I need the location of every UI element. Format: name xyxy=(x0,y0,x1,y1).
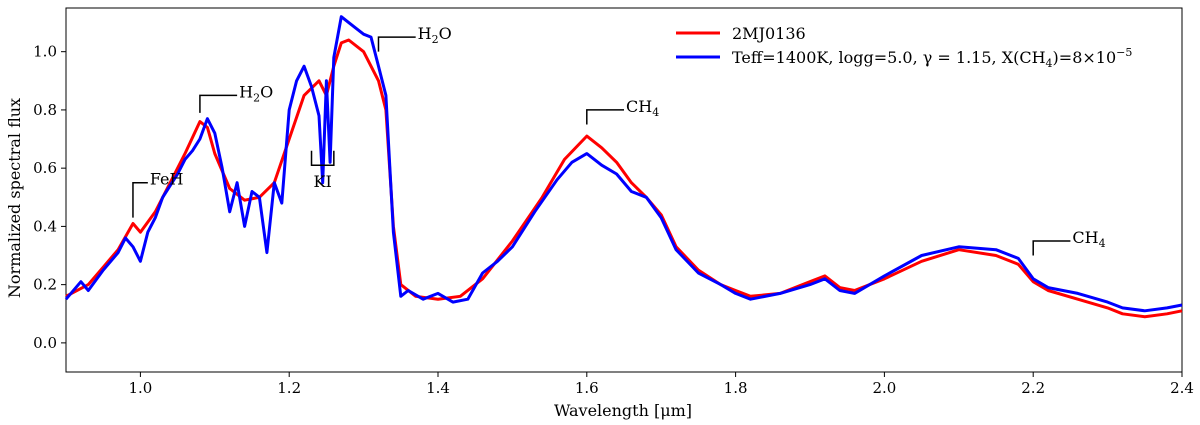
legend-label: 2MJ0136 xyxy=(732,24,806,43)
annotation-bracket xyxy=(132,181,148,218)
annotation-ch4-2: CH4 xyxy=(1032,228,1106,256)
y-tick-label: 0.6 xyxy=(33,159,57,177)
x-tick-label: 2.4 xyxy=(1170,379,1194,397)
annotation-bracket xyxy=(1032,240,1071,256)
series-layer xyxy=(64,15,1183,319)
annotation-h2o-2: H2O xyxy=(377,24,452,52)
x-tick-label: 2.0 xyxy=(872,379,896,397)
annotation-label: H2O xyxy=(239,82,273,104)
annotation-h2o-1: H2O xyxy=(199,82,273,113)
plot-frame xyxy=(65,7,1183,373)
annotation-label: FeH xyxy=(150,170,184,189)
annotation-bracket xyxy=(377,36,416,52)
series-line-model xyxy=(64,15,1183,313)
legend-label: Teff=1400K, logg=5.0, γ = 1.15, X(CH4)=8… xyxy=(732,46,1132,70)
annotation-label: H2O xyxy=(418,24,452,46)
y-tick-label: 0.2 xyxy=(33,276,57,294)
y-tick-label: 1.0 xyxy=(33,43,57,61)
annotation-label: KI xyxy=(314,172,332,191)
x-tick-label: 1.6 xyxy=(575,379,599,397)
x-tick-label: 1.8 xyxy=(724,379,748,397)
plot-border xyxy=(65,7,1183,373)
legend: 2MJ0136 Teff=1400K, logg=5.0, γ = 1.15, X… xyxy=(676,24,1132,70)
series-line-observed xyxy=(65,38,1183,319)
x-tick-label: 2.2 xyxy=(1021,379,1045,397)
y-axis-title: Normalized spectral flux xyxy=(5,98,24,298)
x-tick-label: 1.4 xyxy=(426,379,450,397)
annotation-label: CH4 xyxy=(626,97,659,119)
x-tick-label: 1.0 xyxy=(128,379,152,397)
annotation-ki: KI xyxy=(310,150,335,191)
y-tick-label: 0.4 xyxy=(33,217,57,235)
y-axis: 0.0 0.2 0.4 0.6 0.8 1.0 xyxy=(33,43,66,352)
annotation-bracket xyxy=(199,94,238,113)
x-axis-title: Wavelength [μm] xyxy=(554,401,692,420)
y-tick-label: 0.0 xyxy=(33,334,57,352)
x-tick-label: 1.2 xyxy=(277,379,301,397)
y-tick-label: 0.8 xyxy=(33,101,57,119)
annotation-layer: FeH H2O KI H2O CH4 CH4 xyxy=(132,24,1106,256)
x-axis: 1.0 1.2 1.4 1.6 1.8 2.0 2.2 2.4 xyxy=(128,372,1194,397)
annotation-label: CH4 xyxy=(1072,228,1105,250)
annotation-feh: FeH xyxy=(132,170,184,218)
annotation-bracket xyxy=(586,109,624,125)
annotation-bracket xyxy=(310,150,335,166)
annotation-ch4-1: CH4 xyxy=(586,97,659,125)
